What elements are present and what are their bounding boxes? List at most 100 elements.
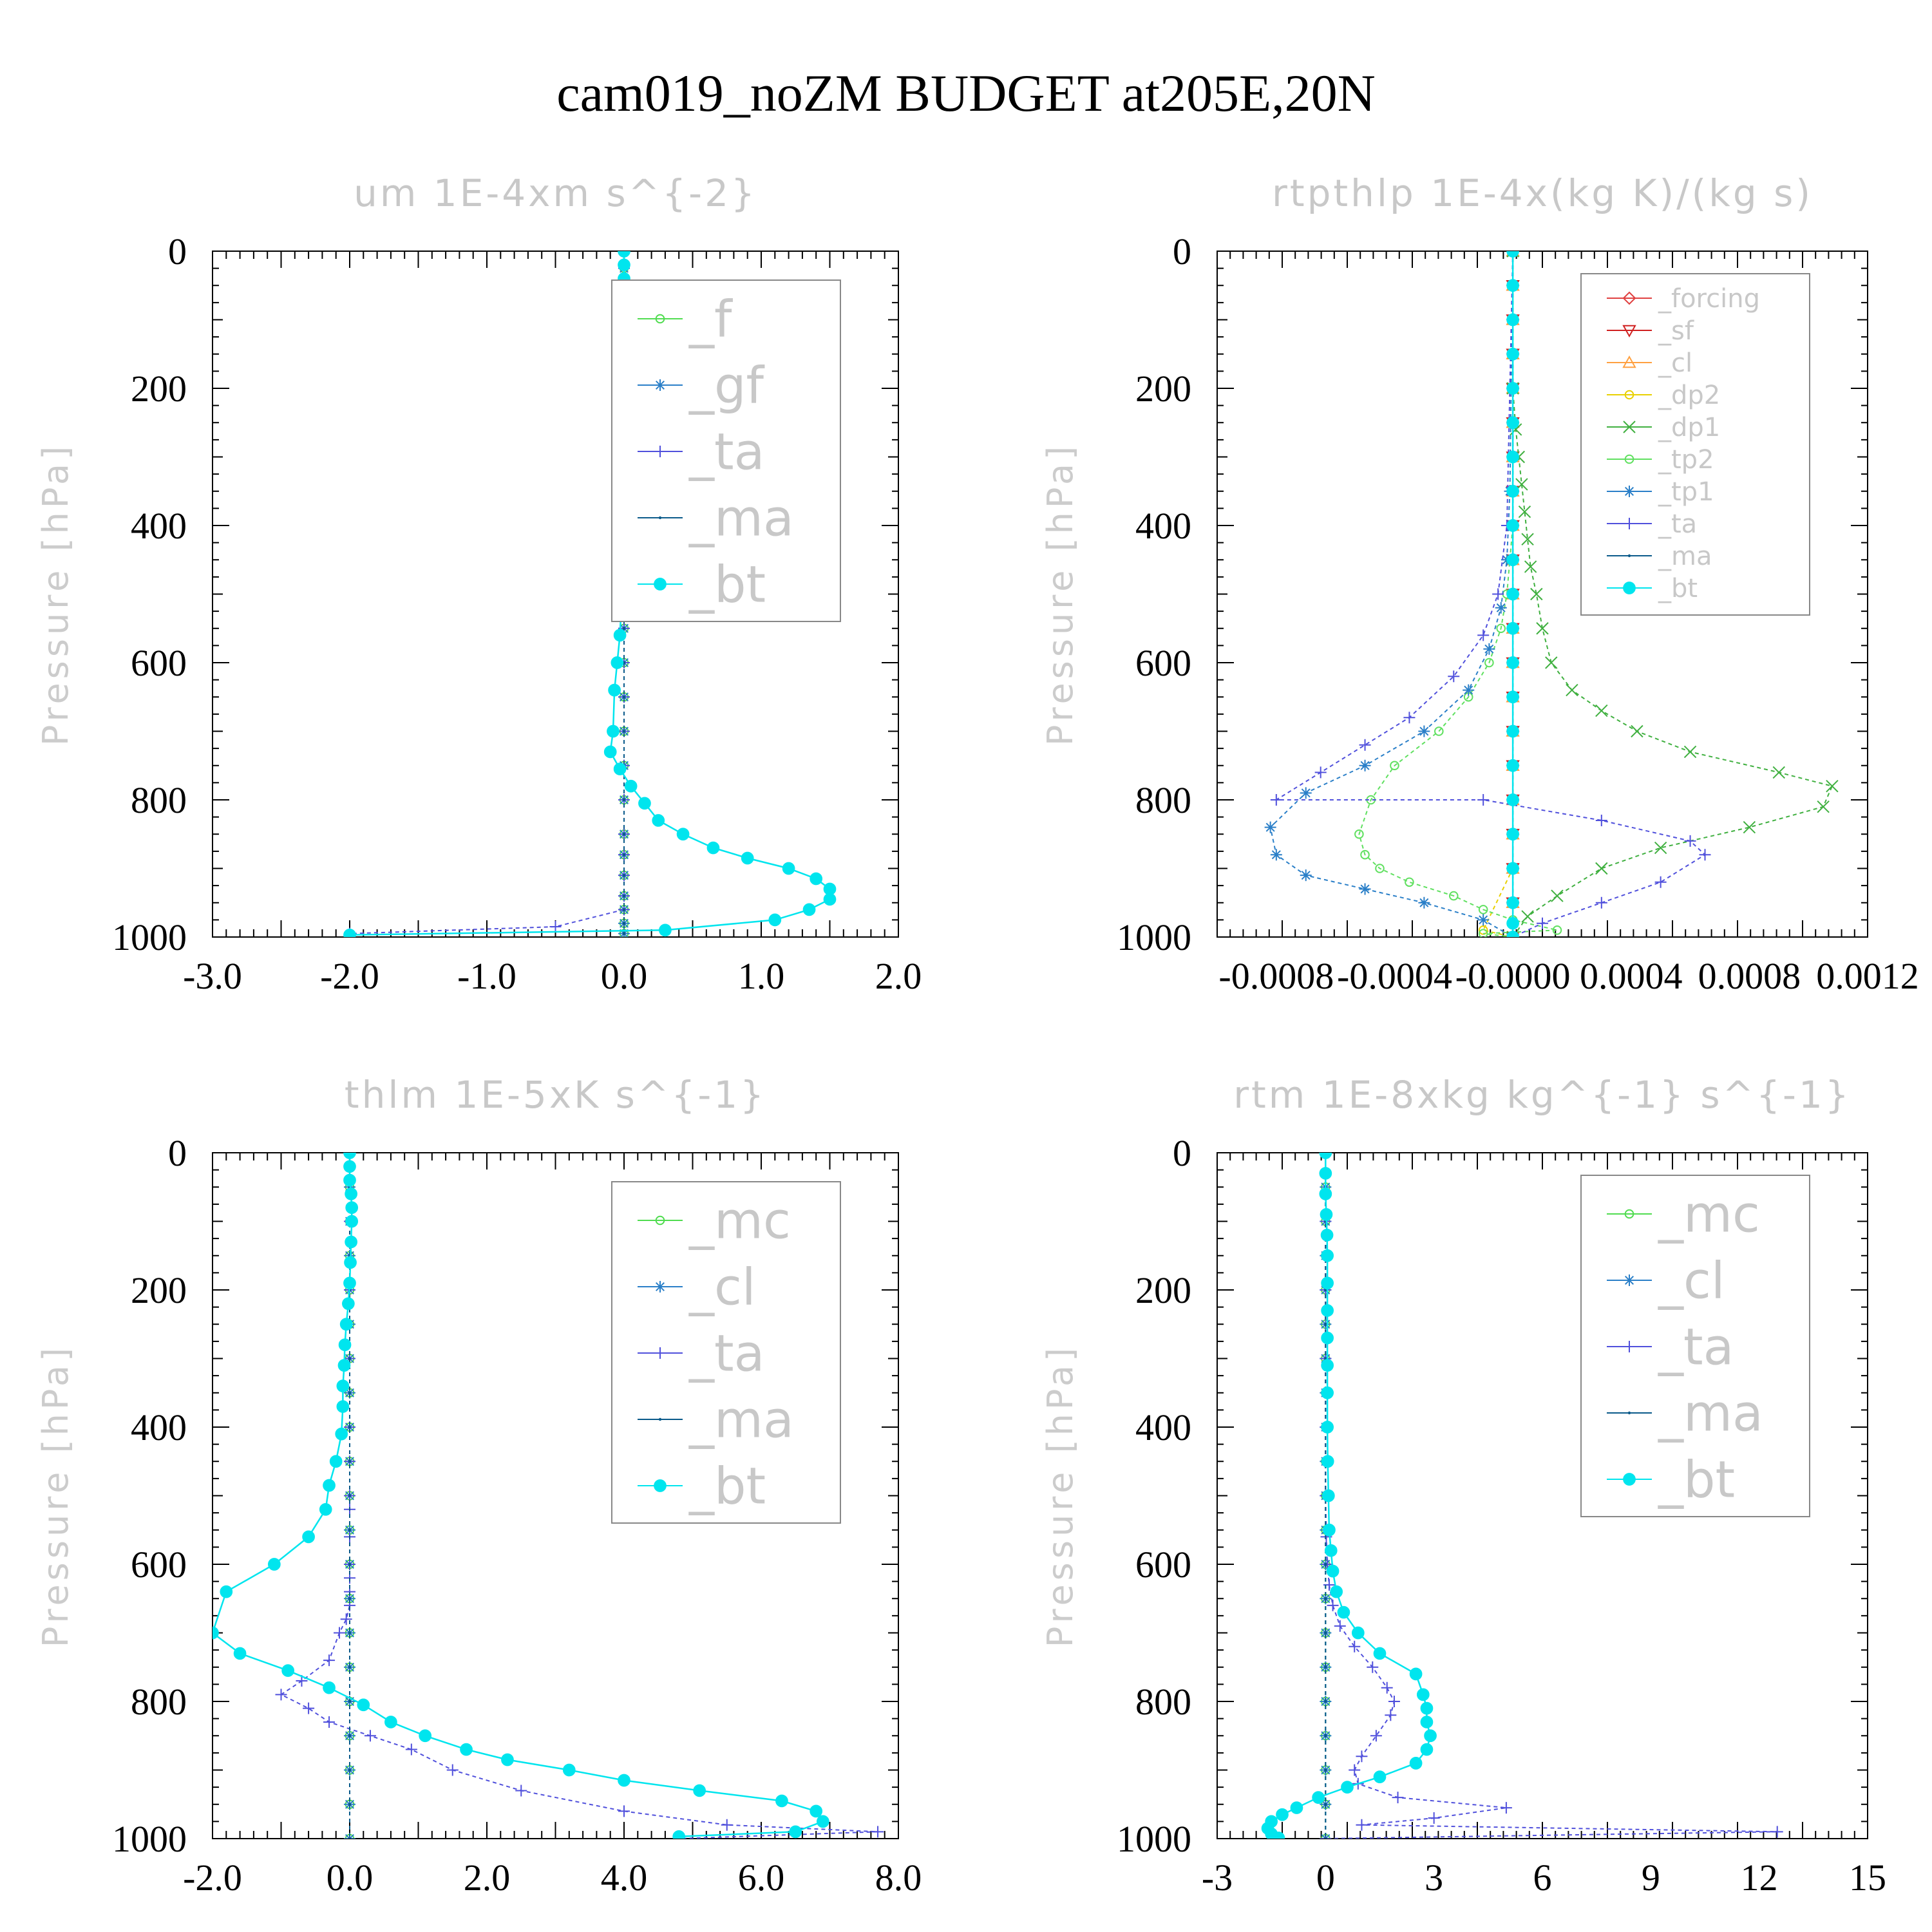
x-tick-label: 2.0 — [875, 955, 922, 997]
x-tick-label: -2.0 — [183, 1857, 242, 1899]
data-point — [1428, 1812, 1440, 1824]
data-point — [562, 1763, 576, 1777]
legend-item: _ta — [1607, 509, 1697, 539]
legend-item: _ma — [638, 489, 794, 547]
data-point — [1334, 1620, 1346, 1632]
legend-label: _f — [688, 290, 733, 348]
legend-marker — [1622, 355, 1636, 368]
data-point — [348, 1494, 352, 1497]
data-point — [1683, 745, 1697, 759]
x-tick-label: -0.0008 — [1218, 955, 1334, 997]
legend-marker — [1624, 454, 1634, 464]
legend-item: _ma — [1607, 1385, 1763, 1443]
data-point — [613, 762, 627, 775]
legend-label: _ma — [688, 1391, 794, 1449]
data-point — [345, 1215, 359, 1228]
data-point — [1390, 761, 1399, 771]
legend-marker — [1624, 1341, 1635, 1352]
data-point — [1351, 1626, 1365, 1640]
data-point — [611, 656, 624, 669]
data-point — [622, 908, 626, 911]
data-point — [622, 627, 626, 630]
data-point — [335, 1427, 348, 1441]
data-point — [1684, 835, 1696, 847]
legend-label: _ta — [688, 423, 764, 481]
data-point — [1324, 1700, 1327, 1703]
data-point — [1326, 1564, 1340, 1578]
x-tick-label: 6.0 — [738, 1857, 785, 1899]
legend: _mc _cl _ta _ma _bt — [1580, 1175, 1810, 1517]
data-point — [1349, 1640, 1361, 1653]
data-point — [1321, 1304, 1334, 1317]
data-point — [1496, 623, 1506, 634]
data-point — [1448, 670, 1460, 683]
x-tick-label: -3 — [1202, 1857, 1233, 1899]
legend-item: _tp2 — [1607, 445, 1714, 475]
legend-marker — [1622, 325, 1636, 338]
data-point — [1506, 484, 1519, 498]
data-point — [1506, 416, 1519, 430]
data-point — [1324, 1734, 1327, 1738]
data-point — [1367, 1661, 1379, 1673]
legend-marker — [1624, 1209, 1634, 1219]
legend-marker — [658, 516, 662, 520]
data-point — [1506, 519, 1519, 532]
legend: _forcing_sf_cl _dp2 _dp1 _tp2_tp1_ta _ma _bt — [1580, 273, 1810, 616]
x-tick-label: 0.0008 — [1698, 955, 1801, 997]
data-point — [515, 1785, 527, 1797]
data-point — [622, 932, 626, 935]
data-point — [1524, 560, 1537, 573]
data-point — [1373, 1770, 1387, 1783]
data-point — [622, 853, 626, 857]
data-point — [319, 1502, 332, 1516]
data-point — [323, 1479, 336, 1492]
legend-label: _cl — [1658, 348, 1692, 378]
data-point — [1272, 1832, 1285, 1839]
data-point — [348, 1460, 352, 1463]
data-point — [1314, 766, 1327, 779]
data-point — [810, 872, 823, 886]
x-tick-label: 12 — [1741, 1857, 1778, 1899]
series-line — [1267, 1153, 1432, 1839]
data-point — [1506, 916, 1519, 930]
legend-item: _gf — [638, 357, 765, 415]
data-point — [220, 1585, 233, 1598]
x-tick-label: 3 — [1425, 1857, 1443, 1899]
data-point — [1448, 891, 1459, 901]
data-point — [1500, 1802, 1512, 1814]
data-point — [303, 1702, 315, 1714]
series-line — [1358, 251, 1558, 937]
data-point — [1270, 849, 1282, 861]
data-point — [1420, 1743, 1434, 1756]
legend-label: _bt — [1658, 574, 1698, 603]
data-point — [1375, 864, 1385, 873]
data-point — [775, 1794, 788, 1808]
legend-marker — [1624, 1274, 1635, 1286]
data-point — [1324, 1544, 1338, 1557]
x-tick-label: 0 — [1316, 1857, 1335, 1899]
data-point — [348, 1357, 352, 1360]
legend-label: _forcing — [1658, 284, 1760, 314]
chart-panel-3: thlm 1E-5xK s^{-1} Pressure [hPa] 0 200 400 6… — [35, 1073, 922, 1899]
data-point — [1319, 1167, 1332, 1180]
data-point — [1290, 1801, 1303, 1814]
data-point — [1506, 621, 1519, 635]
data-point — [323, 1681, 336, 1694]
data-point — [1418, 725, 1430, 737]
legend-item: _forcing — [1607, 284, 1760, 314]
x-tick-label: -1.0 — [457, 955, 516, 997]
data-point — [1420, 1701, 1434, 1715]
data-point — [446, 1764, 459, 1776]
legend: _f _gf _ta _ma _bt — [611, 279, 841, 622]
data-point — [345, 1188, 357, 1200]
data-point — [1595, 814, 1607, 826]
data-point — [348, 1562, 352, 1566]
y-tick-label: 400 — [131, 1406, 187, 1448]
legend-marker — [1623, 1473, 1636, 1486]
data-point — [1463, 684, 1475, 696]
y-tick-label: 600 — [131, 642, 187, 684]
data-point — [1424, 1729, 1437, 1743]
data-point — [1360, 849, 1370, 860]
data-point — [1530, 587, 1543, 601]
data-point — [1321, 1359, 1334, 1372]
